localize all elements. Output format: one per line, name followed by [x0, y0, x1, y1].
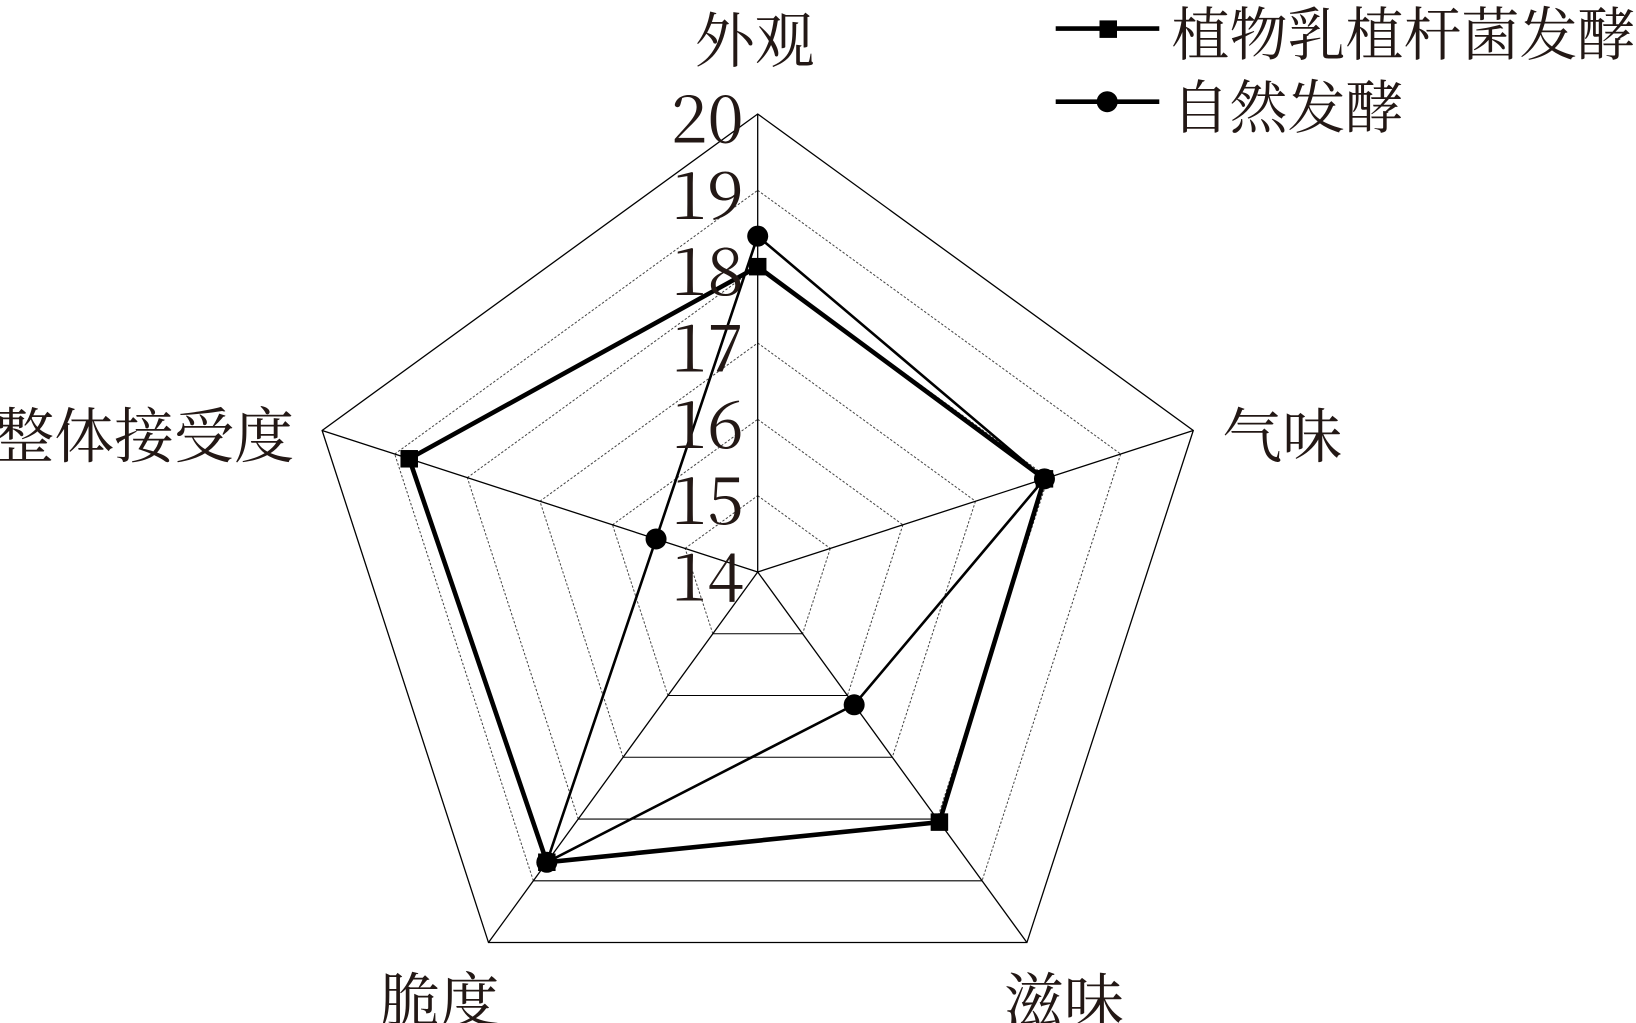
svg-text:脆度: 脆度	[379, 955, 499, 1023]
svg-text:气味: 气味	[1222, 389, 1342, 475]
svg-text:20: 20	[671, 67, 744, 162]
svg-text:外观: 外观	[695, 0, 815, 80]
svg-text:滋味: 滋味	[1004, 955, 1124, 1023]
svg-text:整体接受度: 整体接受度	[0, 389, 294, 475]
svg-text:自然发酵: 自然发酵	[1172, 61, 1404, 145]
